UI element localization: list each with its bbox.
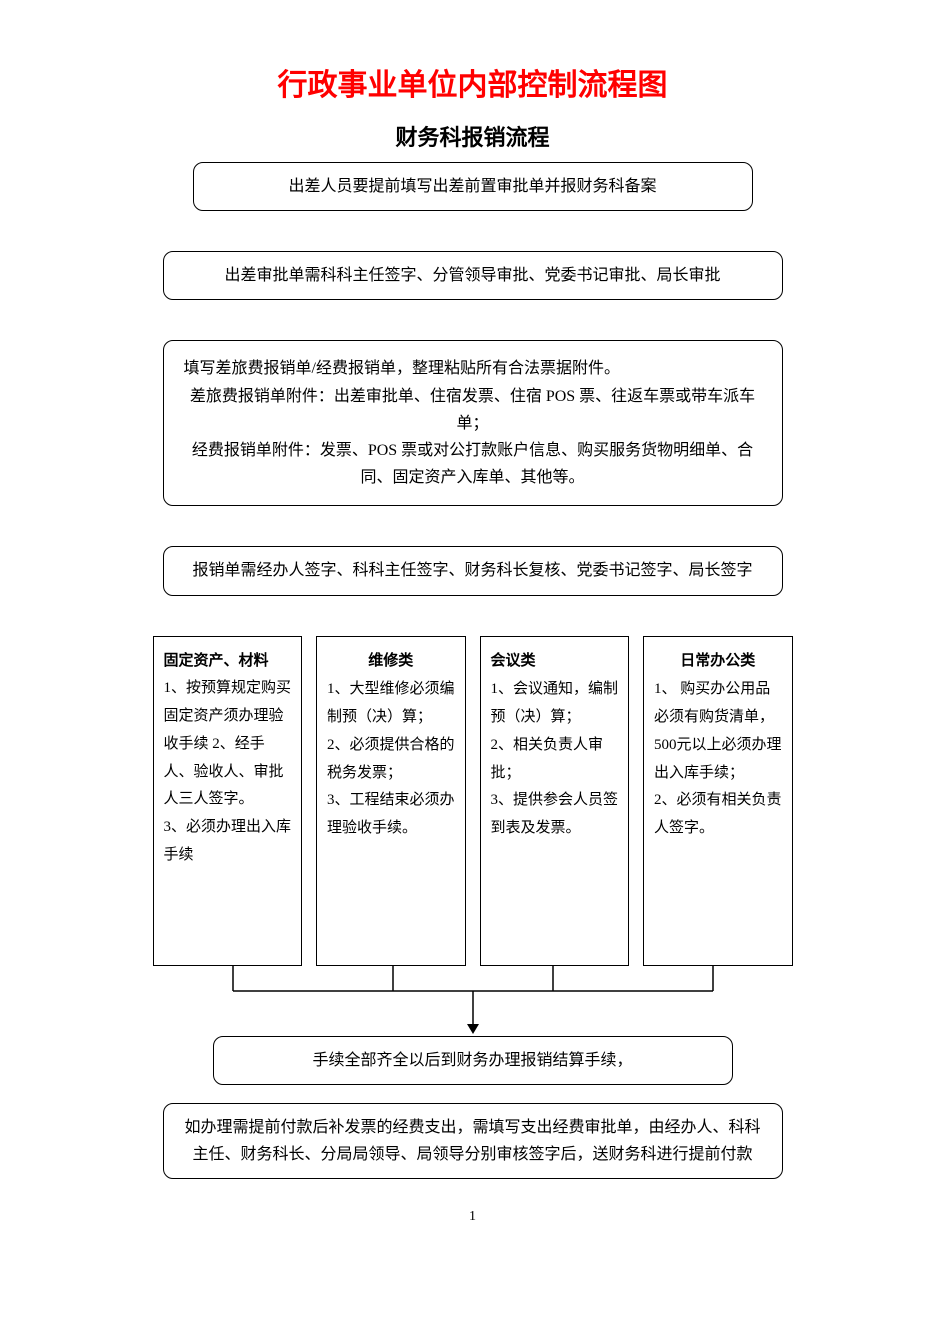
category-box-repair: 维修类 1、大型维修必须编制预（决）算； 2、必须提供合格的税务发票； 3、工程…	[316, 636, 466, 966]
step-box-4: 报销单需经办人签字、科科主任签字、财务科长复核、党委书记签字、局长签字	[163, 546, 783, 595]
category-box-assets: 固定资产、材料 1、按预算规定购买固定资产须办理验收手续 2、经手人、验收人、审批…	[153, 636, 303, 966]
category-row: 固定资产、材料 1、按预算规定购买固定资产须办理验收手续 2、经手人、验收人、审批…	[153, 636, 793, 966]
step3-line3: 经费报销单附件：发票、POS 票或对公打款账户信息、购买服务货物明细单、合同、固…	[184, 437, 762, 491]
category-body-office: 1、 购买办公用品必须有购货清单，500元以上必须办理出入库手续； 2、必须有相…	[654, 681, 782, 836]
page-title: 行政事业单位内部控制流程图	[100, 60, 845, 104]
category-body-repair: 1、大型维修必须编制预（决）算； 2、必须提供合格的税务发票； 3、工程结束必须…	[327, 681, 455, 836]
final-step-1: 手续全部齐全以后到财务办理报销结算手续，	[213, 1036, 733, 1085]
merge-connector	[153, 966, 793, 1036]
category-box-meeting: 会议类 1、会议通知，编制预（决）算； 2、相关负责人审批； 3、提供参会人员签…	[480, 636, 630, 966]
merge-arrow-icon	[153, 966, 793, 1036]
step3-line2: 差旅费报销单附件：出差审批单、住宿发票、住宿 POS 票、往返车票或带车派车单；	[184, 383, 762, 437]
category-title-meeting: 会议类	[491, 647, 619, 675]
category-title-assets: 固定资产、材料	[164, 652, 269, 669]
step-box-2: 出差审批单需科科主任签字、分管领导审批、党委书记审批、局长审批	[163, 251, 783, 300]
final-step-2: 如办理需提前付款后补发票的经费支出，需填写支出经费审批单，由经办人、科科主任、财…	[163, 1103, 783, 1179]
page-number: 1	[100, 1209, 845, 1225]
step-box-1: 出差人员要提前填写出差前置审批单并报财务科备案	[193, 162, 753, 211]
category-title-repair: 维修类	[327, 647, 455, 675]
category-title-office: 日常办公类	[654, 647, 782, 675]
category-box-office: 日常办公类 1、 购买办公用品必须有购货清单，500元以上必须办理出入库手续； …	[643, 636, 793, 966]
category-body-meeting: 1、会议通知，编制预（决）算； 2、相关负责人审批； 3、提供参会人员签到表及发…	[491, 681, 619, 836]
category-body-assets: 1、按预算规定购买固定资产须办理验收手续 2、经手人、验收人、审批人三人签字。 …	[164, 680, 292, 863]
step3-line1: 填写差旅费报销单/经费报销单，整理粘贴所有合法票据附件。	[184, 355, 762, 382]
step-box-3: 填写差旅费报销单/经费报销单，整理粘贴所有合法票据附件。 差旅费报销单附件：出差…	[163, 340, 783, 506]
page-subtitle: 财务科报销流程	[100, 120, 845, 152]
